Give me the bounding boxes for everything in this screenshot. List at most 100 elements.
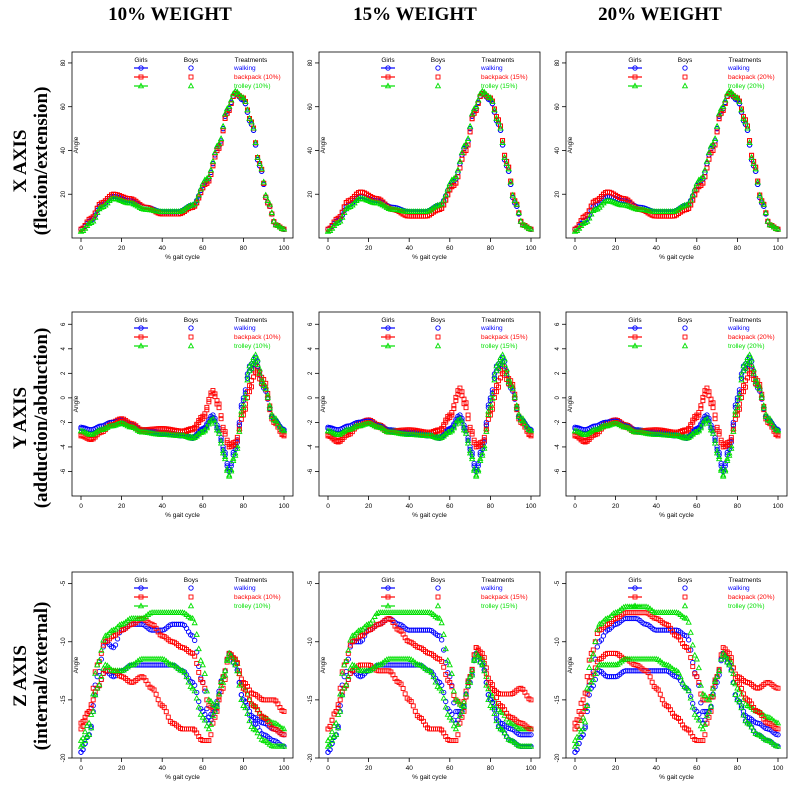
point-boys-trolley [732,411,739,417]
point-girls-backpack [220,424,226,430]
point-boys-trolley [339,429,346,436]
point-boys-trolley [584,217,591,224]
point-boys-trolley [513,404,520,411]
x-axis-label: % gait cycle [659,254,694,261]
legend-boys-marker-backpack [435,334,441,340]
point-boys-trolley [691,185,698,192]
point-boys-trolley [711,439,719,446]
point-girls-trolley [250,354,257,360]
point-boys-trolley [217,135,225,142]
legend-label-backpack: backpack (10%) [234,74,281,81]
point-boys-trolley [586,429,593,436]
point-boys-trolley [598,423,605,430]
point-girls-trolley [720,471,727,478]
point-boys-trolley [199,428,206,435]
x-tick-label-3: 60 [693,503,701,510]
point-boys-trolley [774,225,782,232]
point-boys-trolley [221,455,229,462]
point-boys-trolley [213,426,221,433]
point-boys-trolley [685,434,692,441]
point-boys-trolley [575,224,583,231]
legend-boys-marker-backpack [188,594,194,600]
legend-boys-marker-trolley [681,82,689,89]
point-boys-backpack [710,405,716,411]
point-boys-trolley [201,176,208,183]
y-tick-label-2: -2 [61,419,67,425]
legend-header-boys: Boys [184,577,199,584]
point-boys-trolley [766,417,774,424]
y-tick-label-4: 2 [555,371,561,375]
point-boys-trolley [742,118,749,125]
point-boys-trolley [234,88,241,95]
plot-frame [565,311,788,497]
x-tick-label-2: 40 [406,503,414,510]
point-boys-backpack [712,142,718,148]
point-boys-trolley [205,420,213,427]
x-tick-label-1: 20 [612,245,620,252]
point-boys-trolley [758,197,765,204]
x-tick-label-3: 60 [199,765,207,772]
y-tick-label-1: 40 [308,146,314,153]
point-boys-trolley [104,423,111,430]
y-tick-label-0: 20 [308,190,314,197]
x-tick-label-1: 20 [365,245,373,252]
column-title-10: 10% WEIGHT [108,4,232,25]
point-boys-backpack [251,374,257,380]
point-boys-trolley [248,364,255,371]
x-tick-label-3: 60 [199,503,207,510]
point-boys-trolley [236,428,243,434]
point-boys-trolley [521,420,529,427]
point-boys-trolley [499,139,506,146]
point-boys-trolley [581,431,589,437]
point-boys-trolley [750,160,757,166]
point-boys-trolley [100,203,107,210]
point-boys-trolley [334,219,342,225]
point-boys-trolley [193,694,200,701]
point-boys-trolley [473,472,480,479]
x-tick-label-5: 100 [526,245,537,252]
point-boys-trolley [507,382,514,388]
legend-label-backpack: backpack (15%) [481,334,528,341]
point-boys-backpack [441,202,447,208]
legend-boys-marker-walking [435,65,441,71]
y-tick-label-1: -4 [61,444,67,450]
point-boys-trolley [697,424,705,431]
y-tick-label-3: 0 [61,396,67,400]
plot-frame [71,571,294,759]
y-tick-label-1: 40 [61,146,67,153]
x-axis-label: % gait cycle [165,774,200,781]
column-title-20: 20% WEIGHT [598,4,722,25]
x-tick-label-1: 20 [118,503,126,510]
legend-label-walking: walking [233,325,256,332]
point-boys-trolley [444,185,451,192]
chart-2-0: 0 20 40 60 80 100-20-15-10-5% gait cycleAngle… [61,571,294,781]
legend-boys-marker-walking [188,325,194,331]
point-boys-backpack [741,389,746,395]
x-tick-label-1: 20 [612,503,620,510]
point-girls-backpack [714,424,720,430]
x-tick-label-1: 20 [365,503,373,510]
x-tick-label-5: 100 [526,503,537,510]
point-boys-trolley [215,429,223,436]
point-boys-trolley [588,210,595,217]
legend-boys-marker-backpack [435,74,441,80]
point-boys-trolley [464,135,472,142]
point-boys-trolley [750,369,757,376]
point-boys-trolley [689,191,696,198]
point-boys-backpack [487,412,493,418]
point-boys-trolley [240,404,247,410]
point-boys-trolley [487,404,494,410]
point-boys-trolley [355,195,362,202]
point-boys-trolley [604,422,611,429]
point-boys-trolley [468,110,476,117]
point-boys-trolley [274,420,282,427]
point-boys-trolley [440,196,447,203]
point-boys-backpack [210,163,216,169]
point-girls-trolley [466,447,474,453]
y-tick-label-0: -20 [308,753,314,762]
point-boys-trolley [349,424,356,431]
y-axis-label: Angle [73,395,80,412]
